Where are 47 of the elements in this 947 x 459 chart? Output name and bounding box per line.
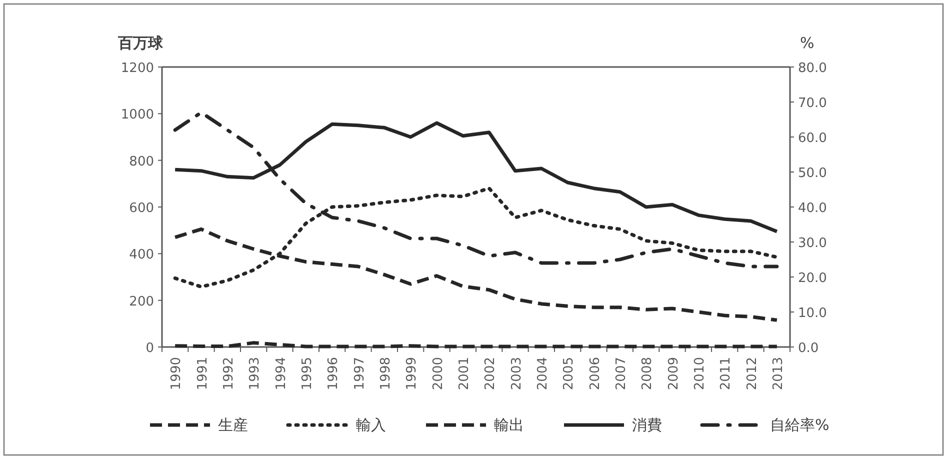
x-tick-label: 1991 xyxy=(195,357,210,390)
x-tick-label: 2002 xyxy=(483,357,498,390)
y2-tick-label: 20.0 xyxy=(798,271,827,286)
y2-tick-label: 30.0 xyxy=(798,236,827,251)
x-tick-label: 1995 xyxy=(300,357,315,390)
x-tick-label: 2010 xyxy=(692,357,708,390)
x-tick-label: 1999 xyxy=(404,357,420,390)
x-tick-label: 2001 xyxy=(456,357,472,390)
x-tick-label: 2008 xyxy=(640,357,656,390)
y2-tick-label: 10.0 xyxy=(798,306,827,321)
legend-label: 自給率% xyxy=(770,416,830,434)
y-tick-label: 400 xyxy=(129,248,154,263)
y-tick-label: 600 xyxy=(129,201,154,216)
x-tick-label: 1997 xyxy=(352,357,368,390)
y-axis-title: 百万球 xyxy=(117,34,164,52)
x-tick-label: 2013 xyxy=(770,357,786,390)
x-tick-label: 1996 xyxy=(326,357,342,390)
y-tick-label: 1200 xyxy=(120,61,154,76)
x-tick-label: 1993 xyxy=(248,357,263,390)
y-tick-label: 200 xyxy=(129,294,154,310)
y-tick-label: 0 xyxy=(146,341,154,356)
x-tick-label: 1990 xyxy=(169,357,184,390)
legend-label: 輸出 xyxy=(494,416,524,434)
x-tick-label: 1992 xyxy=(221,357,236,390)
legend-label: 輸入 xyxy=(356,416,386,434)
x-tick-label: 1998 xyxy=(378,357,394,390)
y-tick-label: 800 xyxy=(129,154,154,170)
x-tick-label: 2004 xyxy=(535,357,550,390)
x-tick-label: 2006 xyxy=(588,357,603,390)
x-tick-label: 2005 xyxy=(562,357,577,390)
y2-tick-label: 50.0 xyxy=(798,166,827,181)
x-tick-label: 2009 xyxy=(666,357,682,390)
x-tick-label: 2000 xyxy=(430,357,446,390)
y2-tick-label: 60.0 xyxy=(798,131,827,146)
x-tick-label: 2003 xyxy=(509,357,524,390)
y2-tick-label: 80.0 xyxy=(798,61,827,76)
x-tick-label: 2012 xyxy=(744,357,760,390)
legend-label: 消費 xyxy=(632,416,662,434)
y2-tick-label: 70.0 xyxy=(798,96,827,111)
y2-tick-label: 0.0 xyxy=(798,341,819,356)
x-tick-label: 2011 xyxy=(718,357,734,390)
x-tick-label: 1994 xyxy=(274,357,289,390)
y2-tick-label: 40.0 xyxy=(798,201,827,216)
legend-label: 生産 xyxy=(218,416,248,434)
y-tick-label: 1000 xyxy=(120,108,154,123)
x-tick-label: 2007 xyxy=(614,357,629,390)
y2-axis-title: % xyxy=(800,34,814,52)
